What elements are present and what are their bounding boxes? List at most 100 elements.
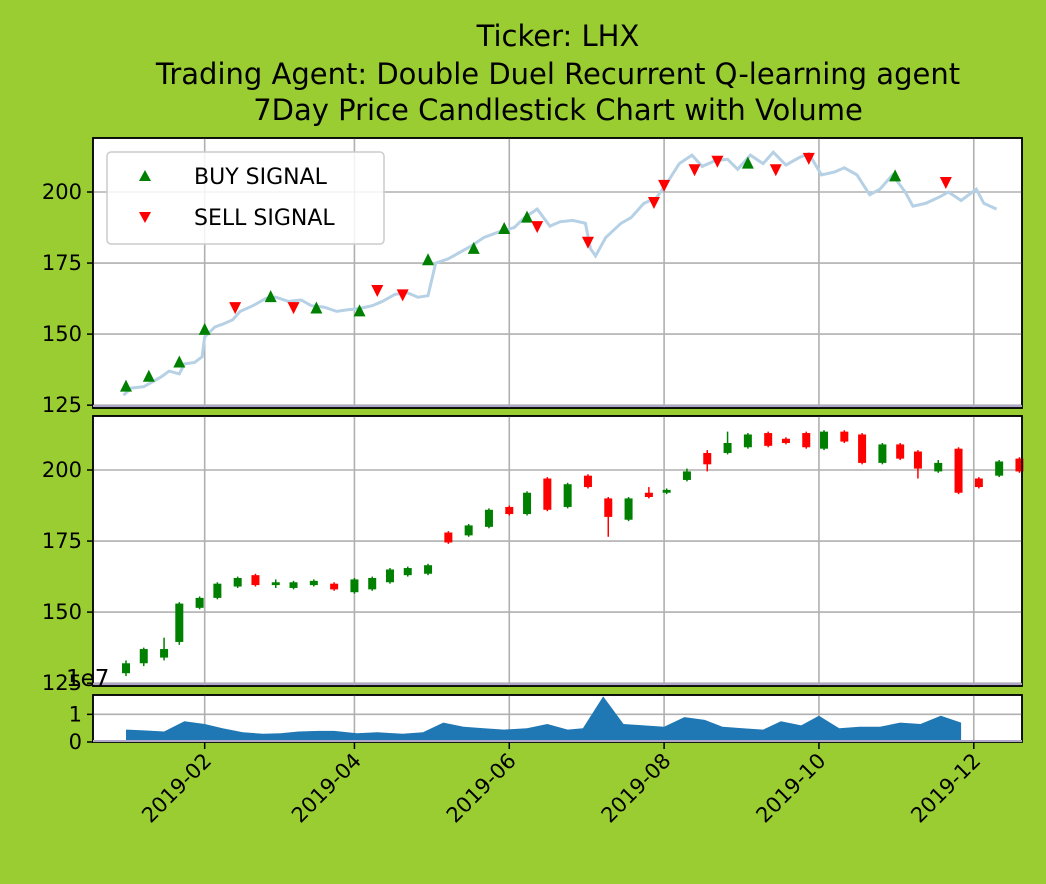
- candle: [662, 488, 671, 495]
- x-tick-label: 2019-06: [442, 749, 521, 828]
- candle-body: [464, 525, 473, 536]
- candle: [974, 477, 983, 489]
- candle: [213, 582, 222, 600]
- chart-title-description: 7Day Price Candlestick Chart with Volume: [253, 93, 863, 127]
- y-tick-label: 0: [69, 730, 82, 754]
- candle: [604, 497, 613, 537]
- candle-body: [781, 438, 790, 443]
- legend-sell-label: SELL SIGNAL: [194, 206, 335, 231]
- candle-body: [175, 603, 184, 642]
- candlestick-panel-y-axis: 125 150 175 200: [42, 458, 93, 695]
- candle: [160, 637, 169, 661]
- y-tick-label: 1: [69, 702, 82, 726]
- candle: [644, 487, 653, 499]
- buy-signal-marker: [741, 156, 754, 169]
- buy-signal-marker: [198, 322, 211, 335]
- candle: [802, 431, 811, 449]
- sell-signal-marker: [711, 155, 724, 168]
- candle: [563, 482, 572, 509]
- candle-body: [974, 478, 983, 488]
- buy-signal-marker: [173, 355, 186, 368]
- y-tick-label: 150: [42, 322, 82, 346]
- x-axis: 2019-02 2019-04 2019-06 2019-08 2019-10 2019-…: [137, 742, 985, 828]
- buy-signal-marker: [498, 221, 511, 234]
- x-tick-label: 2019-04: [287, 749, 366, 828]
- candle: [934, 460, 943, 473]
- candle-body: [444, 532, 453, 543]
- candlestick-panel-frame: [92, 415, 1023, 687]
- candle-body: [913, 451, 922, 469]
- price-panel: 125 150 175 200 BUY SIGNAL SELL SIGNAL: [42, 137, 1023, 417]
- candle: [1015, 457, 1024, 473]
- candle-body: [271, 582, 280, 586]
- candle-body: [764, 433, 773, 446]
- candle: [484, 508, 493, 529]
- candle-body: [820, 431, 829, 449]
- candle-body: [484, 509, 493, 527]
- candle: [543, 477, 552, 512]
- candle: [624, 497, 633, 522]
- price-close-line: [122, 150, 998, 397]
- candle-body: [840, 431, 849, 442]
- sell-signal-marker: [581, 236, 594, 249]
- candle-body: [878, 444, 887, 463]
- price-panel-border: [92, 137, 1023, 409]
- candle-body: [662, 489, 671, 493]
- candle: [195, 596, 204, 610]
- chart-title-ticker: Ticker: LHX: [476, 19, 640, 53]
- candle-body: [213, 583, 222, 598]
- legend-buy-marker-icon: [139, 170, 151, 181]
- candle-body: [403, 568, 412, 576]
- candle-body: [350, 579, 359, 593]
- candle: [703, 450, 712, 472]
- candle-body: [523, 492, 532, 515]
- candle: [309, 579, 318, 587]
- candle: [271, 579, 280, 588]
- buy-signal-marker: [467, 241, 480, 254]
- candle-body: [682, 471, 691, 480]
- volume-panel-y-axis: 01: [69, 702, 93, 754]
- candle-body: [995, 461, 1004, 476]
- buy-signal-marker: [353, 304, 366, 317]
- candle: [251, 573, 260, 587]
- candle-body: [1015, 458, 1024, 472]
- candle: [583, 474, 592, 489]
- sell-signal-marker: [371, 285, 384, 298]
- x-tick-label: 2019-12: [906, 749, 985, 828]
- candlesticks: [121, 430, 1024, 677]
- buy-signal-marker: [521, 210, 534, 223]
- candle: [913, 450, 922, 479]
- candle: [175, 602, 184, 645]
- sell-signal-marker: [229, 302, 242, 315]
- candle-body: [233, 578, 242, 587]
- candle: [820, 430, 829, 451]
- legend-box: [106, 151, 385, 245]
- candle: [523, 491, 532, 516]
- x-tick-label: 2019-02: [137, 749, 216, 828]
- buy-signal-marker: [142, 369, 155, 382]
- candle-body: [543, 478, 552, 510]
- candle: [878, 443, 887, 465]
- candle: [368, 576, 377, 591]
- candle: [743, 433, 752, 449]
- candlestick-panel-border: [92, 415, 1023, 687]
- candle-body: [195, 597, 204, 608]
- candle: [954, 447, 963, 495]
- buy-signal-marker: [889, 169, 902, 182]
- candle: [403, 566, 412, 577]
- candle-body: [368, 578, 377, 590]
- candle: [444, 531, 453, 544]
- sell-signal-marker: [287, 302, 300, 315]
- candle-body: [139, 649, 148, 664]
- sell-signal-marker: [647, 196, 660, 209]
- candle: [505, 505, 514, 516]
- candle: [682, 468, 691, 482]
- volume-panel: 01 1e7: [66, 666, 1023, 754]
- legend: BUY SIGNAL SELL SIGNAL: [106, 151, 385, 245]
- candle: [139, 647, 148, 667]
- candle-body: [604, 498, 613, 517]
- candle: [330, 582, 339, 591]
- y-tick-label: 150: [42, 600, 82, 624]
- candle: [121, 660, 130, 677]
- candle-body: [802, 433, 811, 448]
